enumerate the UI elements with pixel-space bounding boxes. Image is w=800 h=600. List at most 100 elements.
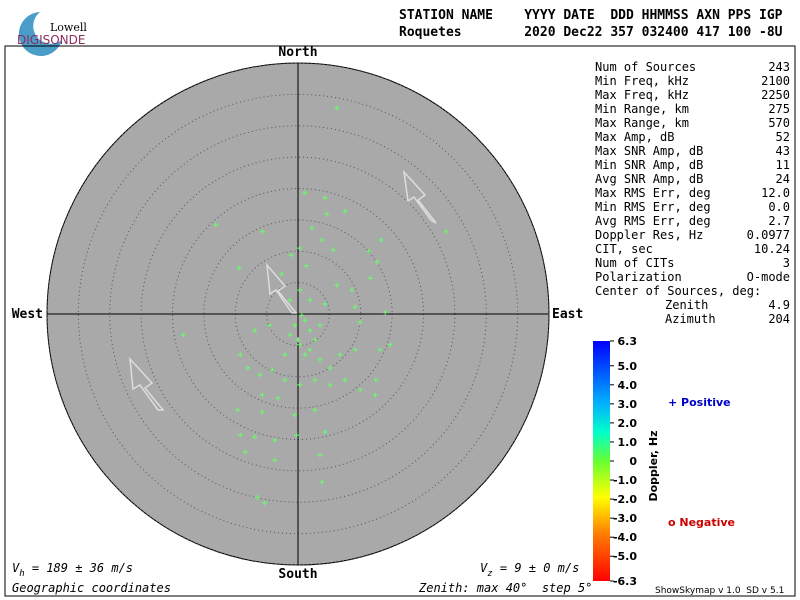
colorbar-tick-label: 3.0 bbox=[618, 398, 638, 411]
vh-symbol: V bbox=[12, 561, 20, 575]
stat-value: 570 bbox=[768, 116, 790, 130]
colorbar-tick-label: 2.0 bbox=[618, 417, 638, 430]
source-point bbox=[245, 365, 251, 371]
stat-value: 3 bbox=[783, 256, 790, 270]
source-point bbox=[295, 337, 301, 343]
colorbar-tick-label: 6.3 bbox=[618, 335, 638, 348]
source-point bbox=[327, 365, 333, 371]
source-point bbox=[317, 452, 323, 458]
source-point bbox=[282, 352, 288, 358]
stat-label: Doppler Res, Hz bbox=[595, 228, 703, 242]
logo-swirl bbox=[18, 12, 63, 56]
source-point bbox=[235, 407, 241, 413]
source-point bbox=[349, 287, 355, 293]
stat-label: Max Range, km bbox=[595, 116, 689, 130]
source-point bbox=[292, 412, 298, 418]
colorbar-label: Doppler, Hz bbox=[647, 430, 660, 501]
source-point bbox=[299, 312, 305, 318]
source-point bbox=[443, 229, 449, 235]
source-point bbox=[307, 297, 313, 303]
source-point bbox=[287, 297, 293, 303]
vh-sub: h bbox=[19, 569, 24, 579]
stat-value: 11 bbox=[776, 158, 790, 172]
coords-note: Geographic coordinates bbox=[12, 581, 171, 595]
source-point bbox=[319, 479, 325, 485]
frame bbox=[4, 45, 796, 597]
source-point bbox=[342, 208, 348, 214]
vz-sub: z bbox=[487, 569, 492, 579]
source-point bbox=[372, 392, 378, 398]
colorbar-tick-label: 0 bbox=[629, 455, 637, 468]
colorbar-tick-label: -1.0 bbox=[613, 474, 637, 487]
colorbar-tick-label: 1.0 bbox=[618, 436, 638, 449]
source-point bbox=[307, 347, 313, 353]
colorbar-tick-label: -5.0 bbox=[613, 550, 637, 563]
source-point bbox=[292, 322, 298, 328]
source-point bbox=[330, 247, 336, 253]
source-point bbox=[237, 432, 243, 438]
source-point bbox=[319, 237, 325, 243]
legend-negative: o Negative bbox=[668, 516, 735, 529]
source-point bbox=[357, 319, 363, 325]
source-point bbox=[237, 352, 243, 358]
vz-text: = 9 ± 0 m/s bbox=[493, 561, 580, 575]
legend-positive: + Positive bbox=[668, 396, 731, 409]
source-point bbox=[282, 377, 288, 383]
source-point bbox=[352, 304, 358, 310]
vh-text: = 189 ± 36 m/s bbox=[25, 561, 133, 575]
stat-value: 2100 bbox=[761, 74, 790, 88]
colorbar-tick-label: -4.0 bbox=[613, 531, 637, 544]
source-point bbox=[307, 327, 313, 333]
source-point bbox=[302, 317, 308, 323]
source-point bbox=[288, 252, 294, 258]
logo-bottom: DIGISONDE bbox=[17, 33, 85, 47]
stat-label: Avg RMS Err, deg bbox=[595, 214, 711, 228]
colorbar-tick-label: -6.3 bbox=[613, 575, 637, 588]
stat-label: Min SNR Amp, dB bbox=[595, 158, 703, 172]
center-title: Center of Sources, deg: bbox=[595, 284, 761, 298]
source-point bbox=[373, 377, 379, 383]
stat-value: 0.0977 bbox=[747, 228, 790, 242]
stat-label: Max Amp, dB bbox=[595, 130, 674, 144]
source-point bbox=[302, 190, 308, 196]
source-point bbox=[352, 347, 358, 353]
stat-label: Polarization bbox=[595, 270, 682, 284]
source-point bbox=[294, 432, 300, 438]
stat-label: Min RMS Err, deg bbox=[595, 200, 711, 214]
stat-value: 2250 bbox=[761, 88, 790, 102]
source-point bbox=[259, 392, 265, 398]
source-point bbox=[367, 275, 373, 281]
source-point bbox=[312, 377, 318, 383]
stat-value: 52 bbox=[776, 130, 790, 144]
center-label: Azimuth bbox=[665, 312, 716, 326]
version: ShowSkymap v 1.0 SD v 5.1 bbox=[655, 586, 784, 596]
stat-value: 275 bbox=[768, 102, 790, 116]
stat-label: Avg SNR Amp, dB bbox=[595, 172, 703, 186]
center-value: 204 bbox=[768, 312, 790, 326]
source-point bbox=[312, 337, 318, 343]
colorbar-tick-label: 5.0 bbox=[618, 360, 638, 373]
stat-value: 43 bbox=[776, 144, 790, 158]
source-point bbox=[312, 407, 318, 413]
center-label: Zenith bbox=[665, 298, 708, 312]
header-line: Roquetes 2020 Dec22 357 032400 417 100 -… bbox=[399, 25, 783, 40]
stat-label: Num of CITs bbox=[595, 256, 674, 270]
source-point bbox=[337, 352, 343, 358]
source-point bbox=[322, 429, 328, 435]
vz-symbol: V bbox=[480, 561, 488, 575]
source-point bbox=[322, 301, 328, 307]
colorbar-tick-label: -3.0 bbox=[613, 512, 637, 525]
source-point bbox=[254, 494, 260, 500]
vh-label: Vh = 189 ± 36 m/s bbox=[12, 561, 133, 579]
stat-value: O-mode bbox=[747, 270, 790, 284]
source-point bbox=[297, 342, 303, 348]
source-point bbox=[242, 449, 248, 455]
source-point bbox=[297, 382, 303, 388]
source-point bbox=[213, 222, 219, 228]
source-point bbox=[297, 245, 303, 251]
vz-label: Vz = 9 ± 0 m/s bbox=[480, 561, 579, 579]
header-line: STATION NAME YYYY DATE DDD HHMMSS AXN PP… bbox=[399, 8, 783, 23]
source-point bbox=[334, 105, 340, 111]
source-point bbox=[297, 287, 303, 293]
